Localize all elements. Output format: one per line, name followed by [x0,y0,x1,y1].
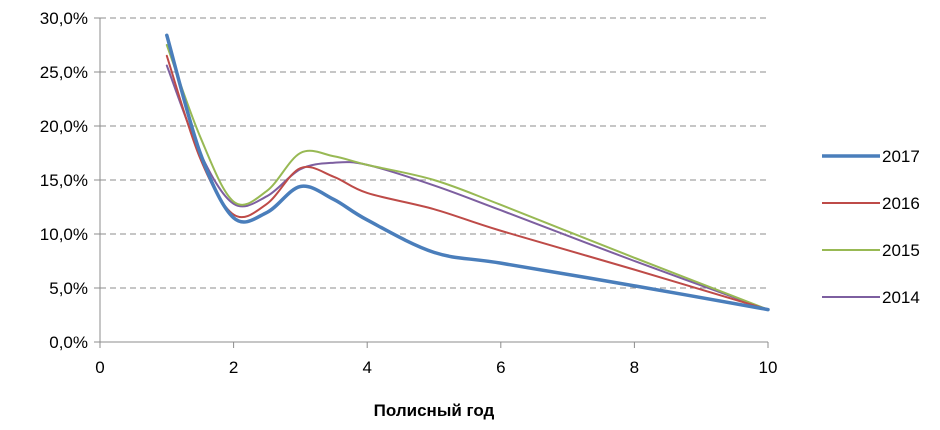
y-tick-label: 25,0% [40,63,88,82]
y-tick-label: 20,0% [40,117,88,136]
x-tick-label: 6 [496,358,505,377]
x-tick-label: 8 [630,358,639,377]
y-tick-label: 10,0% [40,225,88,244]
y-tick-label: 5,0% [49,279,88,298]
x-tick-label: 10 [759,358,778,377]
legend-label-2016: 2016 [882,194,920,213]
x-tick-label: 0 [95,358,104,377]
series-line-2016 [165,54,769,311]
y-tick-label: 30,0% [40,9,88,28]
legend-label-2017: 2017 [882,147,920,166]
series-line-2017 [165,33,770,312]
series-line-2014 [165,64,769,311]
x-tick-label: 2 [229,358,238,377]
y-tick-label: 0,0% [49,333,88,352]
legend-label-2014: 2014 [882,288,920,307]
x-axis-title: Полисный год [374,401,495,420]
y-tick-label: 15,0% [40,171,88,190]
x-tick-label: 4 [362,358,371,377]
series-line-2015 [165,44,769,311]
legend-label-2015: 2015 [882,241,920,260]
